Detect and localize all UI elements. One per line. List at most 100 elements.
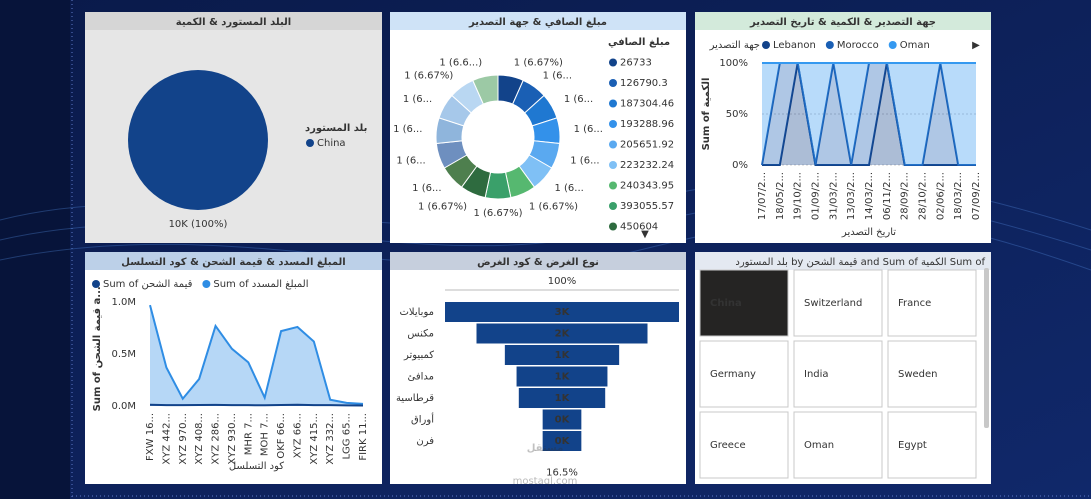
slicer-tile[interactable] xyxy=(793,340,883,408)
legend-label: 450604 xyxy=(620,222,658,233)
legend-label: 193288.96 xyxy=(620,119,674,130)
watermark-url: mostaql.com xyxy=(513,476,578,487)
series-line xyxy=(149,403,364,407)
data-label: 1 (6... xyxy=(570,155,599,166)
panel-header xyxy=(85,12,382,30)
slicer-item[interactable]: Egypt xyxy=(898,440,927,451)
x-tick-label: 18/05/2... xyxy=(775,172,786,220)
funnel-bottom-label: 16.5% xyxy=(546,468,578,479)
funnel-bar xyxy=(516,366,608,387)
legend-marker xyxy=(609,58,617,67)
x-tick-label: 31/03/2... xyxy=(828,172,839,220)
legend-label: 187304.46 xyxy=(620,99,674,110)
chart-title: نوع الغرض & كود الغرض xyxy=(477,257,599,268)
data-label: 1 (6... xyxy=(393,124,422,135)
legend-marker xyxy=(609,181,617,190)
legend-marker xyxy=(609,161,617,169)
category-label: موبايلات xyxy=(399,307,434,318)
panel xyxy=(695,12,991,243)
category-label: مكنس xyxy=(407,329,434,340)
slicer-item[interactable]: Oman xyxy=(804,440,834,451)
x-tick-label: XYZ 930... xyxy=(227,413,238,465)
x-tick-label: MHR 7... xyxy=(243,413,254,455)
legend-label: China xyxy=(317,138,346,149)
x-tick-label: FIRK 11... xyxy=(358,413,369,461)
panel-header xyxy=(695,12,991,30)
slicer-item[interactable]: France xyxy=(898,298,931,309)
funnel-bar xyxy=(504,345,620,365)
slicer-item[interactable]: Greece xyxy=(710,440,746,451)
chart-title: مبلغ الصافي & جهة التصدير xyxy=(468,17,607,28)
panel-header xyxy=(390,12,686,30)
slicer-tile[interactable] xyxy=(793,411,883,479)
legend-marker xyxy=(609,79,617,87)
panel xyxy=(85,252,382,484)
slicer-tile[interactable] xyxy=(887,411,977,479)
data-label: 1 (6.67%) xyxy=(473,208,522,219)
data-label: 1 (6... xyxy=(543,71,572,82)
data-label: 1 (6... xyxy=(554,183,583,194)
data-label: 0K xyxy=(555,415,571,426)
legend-label: 26733 xyxy=(620,58,652,69)
x-tick-label: MOH 7... xyxy=(260,413,271,456)
data-label: 1K xyxy=(555,393,571,404)
data-label: 1 (6... xyxy=(412,183,441,194)
slicer-item[interactable]: India xyxy=(804,369,829,380)
legend-label: 393055.57 xyxy=(620,201,674,212)
legend-marker xyxy=(609,202,617,210)
x-tick-label: 02/06/2... xyxy=(935,172,946,220)
data-label: 1 (6... xyxy=(403,94,432,105)
series-line xyxy=(149,304,364,405)
slicer-tile[interactable] xyxy=(887,340,977,408)
slicer-tile[interactable] xyxy=(699,411,789,479)
scrollbar[interactable] xyxy=(984,268,989,428)
legend-label: Oman xyxy=(900,40,930,51)
x-tick-label: XYZ 286... xyxy=(211,413,222,465)
x-tick-label: OKF 66... xyxy=(276,413,287,459)
area-fill xyxy=(762,63,976,165)
slicer-tile[interactable] xyxy=(699,340,789,408)
slicer-item[interactable]: Germany xyxy=(710,369,756,380)
legend-marker xyxy=(609,99,617,108)
x-tick-label: XYZ 415... xyxy=(309,413,320,465)
y-tick-label: 100% xyxy=(719,58,748,69)
y-tick-label: 1.0M xyxy=(111,297,136,308)
funnel-bar xyxy=(445,302,679,322)
data-label: 1 (6.67%) xyxy=(404,71,453,82)
legend-marker xyxy=(92,280,100,288)
panel-header xyxy=(390,252,686,270)
slicer-item[interactable]: Sweden xyxy=(898,369,938,380)
slicer-tile[interactable] xyxy=(793,269,883,337)
legend-label: 223232.24 xyxy=(620,160,674,171)
data-label: 1K xyxy=(555,350,571,361)
slicer-tile[interactable] xyxy=(887,269,977,337)
area-fill xyxy=(150,305,363,406)
x-tick-label: XYZ 970... xyxy=(178,413,189,465)
panel-header xyxy=(695,252,991,270)
legend-title: مبلغ الصافي xyxy=(608,37,670,48)
data-label: 1 (6... xyxy=(574,124,603,135)
data-label: 1 (6.67%) xyxy=(418,201,467,212)
y-axis-title: Sum of الكمية xyxy=(701,78,712,151)
legend-marker xyxy=(888,41,897,49)
category-label: أوراق xyxy=(411,413,434,426)
slicer-tile[interactable] xyxy=(699,269,789,337)
legend-label: Morocco xyxy=(837,40,879,51)
legend-label: 240343.95 xyxy=(620,181,674,192)
panel-header xyxy=(85,252,382,270)
x-tick-label: FXW 16... xyxy=(145,413,156,461)
category-label: فرن xyxy=(416,436,434,447)
y-axis-title: Sum of قيمة الشحن a... xyxy=(92,286,103,411)
watermark: مستقل xyxy=(527,443,564,454)
funnel-bar xyxy=(476,323,648,344)
slicer-item[interactable]: China xyxy=(710,298,742,309)
x-tick-label: XYZ 442... xyxy=(161,413,172,465)
area-fill xyxy=(762,63,976,165)
data-label: 1 (6.6...) xyxy=(439,58,482,69)
scroll-arrow: ▼ xyxy=(641,229,649,240)
x-axis-title: كود التسلسل xyxy=(229,461,284,472)
data-label: 1 (6... xyxy=(564,94,593,105)
slicer-item[interactable]: Switzerland xyxy=(804,298,862,309)
area-fill xyxy=(762,63,976,165)
